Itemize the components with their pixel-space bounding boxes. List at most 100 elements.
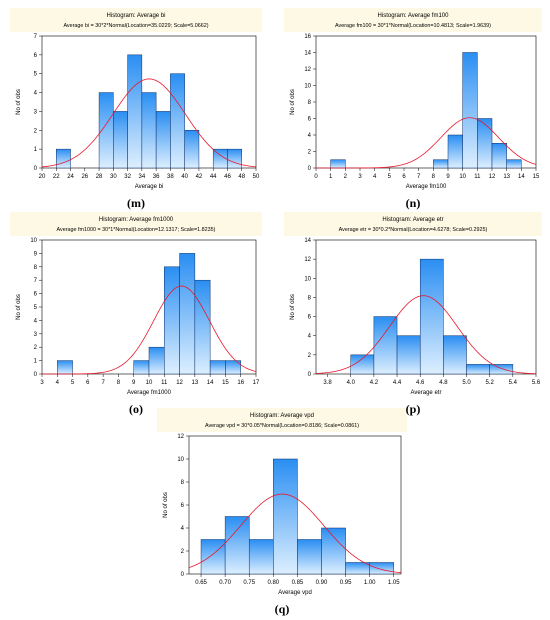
y-tick-label: 0 (181, 572, 185, 578)
chart-subtitle: Average bi = 30*2*Normal(Location=35.022… (63, 23, 208, 29)
histogram-bar (57, 360, 73, 375)
y-tick-label: 6 (34, 53, 38, 59)
histogram-bar (127, 54, 143, 169)
chart-subtitle: Average fm1000 = 30*1*Normal(Location=12… (57, 227, 216, 233)
normal-fit-curve (188, 493, 402, 574)
x-tick-label: 0.95 (340, 580, 352, 586)
normal-fit-curve (41, 78, 257, 168)
x-tick-label: 5.2 (486, 380, 495, 386)
histogram-bar (297, 539, 322, 575)
x-tick-label: 6 (86, 380, 90, 386)
histogram-bar (433, 159, 449, 169)
x-tick-label: 14 (207, 380, 214, 386)
histogram-bar (248, 539, 274, 575)
histogram-fm1000: Histogram: Average fm1000 Average fm1000 … (10, 212, 262, 402)
x-tick-label: 4.6 (416, 380, 425, 386)
x-axis-label: Average fm1000 (127, 390, 172, 396)
histogram-bar (227, 148, 242, 169)
y-axis-label: No of obs (16, 89, 22, 115)
y-tick-label: 10 (304, 276, 311, 282)
y-tick-label: 7 (34, 278, 38, 284)
x-tick-label: 34 (139, 174, 146, 180)
x-tick-label: 5.4 (509, 380, 518, 386)
histogram-bar (133, 360, 150, 375)
x-tick-label: 1.05 (388, 580, 400, 586)
histogram-fm100: Histogram: Average fm100 Average fm100 = … (284, 8, 542, 196)
x-tick-label: 17 (253, 380, 260, 386)
x-tick-label: 8 (117, 380, 121, 386)
histogram-bi: Histogram: Average bi Average bi = 30*2*N… (10, 8, 262, 196)
x-tick-label: 4 (56, 380, 60, 386)
histogram-bar (141, 92, 157, 169)
y-tick-label: 2 (34, 128, 38, 134)
histogram-bar (369, 562, 395, 575)
histogram-bar (225, 360, 241, 375)
y-tick-label: 3 (34, 109, 38, 115)
y-tick-label: 8 (34, 265, 38, 271)
panel-label-q: (q) (274, 602, 290, 616)
histogram-bar (184, 130, 200, 169)
x-tick-label: 26 (81, 174, 88, 180)
x-tick-label: 38 (167, 174, 174, 180)
histogram-bar (489, 364, 514, 375)
x-tick-label: 10 (459, 174, 466, 180)
x-tick-label: 13 (503, 174, 510, 180)
histogram-vpd: Histogram: Average vpd Average vpd = 30*0… (157, 408, 407, 602)
y-tick-label: 4 (308, 334, 312, 340)
y-tick-label: 5 (34, 305, 38, 311)
x-tick-label: 7 (417, 174, 421, 180)
histogram-bar (273, 458, 298, 575)
x-tick-label: 11 (474, 174, 481, 180)
panel-label-n: (n) (405, 196, 421, 210)
histogram-bar (113, 111, 128, 169)
histogram-bar (164, 266, 180, 375)
histogram-bar (447, 134, 463, 169)
x-tick-label: 0.85 (292, 580, 304, 586)
x-tick-label: 3.8 (323, 380, 332, 386)
x-axis-label: Average bi (135, 184, 164, 190)
y-tick-label: 0 (308, 166, 312, 172)
x-tick-label: 2 (344, 174, 348, 180)
y-tick-label: 10 (30, 238, 37, 244)
y-tick-label: 1 (34, 147, 38, 153)
histogram-bar (224, 516, 250, 575)
x-tick-label: 15 (222, 380, 229, 386)
x-tick-label: 4.0 (347, 380, 356, 386)
y-axis-label: No of obs (16, 294, 22, 320)
x-tick-label: 44 (210, 174, 217, 180)
x-tick-label: 5.6 (532, 380, 541, 386)
y-tick-label: 8 (181, 480, 185, 486)
y-tick-label: 12 (304, 67, 311, 73)
y-tick-label: 1 (34, 359, 38, 365)
header-band (284, 212, 542, 236)
normal-fit-curve (315, 295, 537, 375)
normal-fit-curve (316, 117, 537, 169)
normal-fit-curve (42, 285, 257, 375)
x-tick-label: 14 (518, 174, 525, 180)
x-axis-label: Average etr (411, 390, 442, 396)
histogram-bar (170, 73, 185, 169)
y-tick-label: 2 (181, 549, 185, 555)
x-tick-label: 5 (71, 380, 75, 386)
x-tick-label: 16 (237, 380, 244, 386)
histogram-bar (477, 118, 493, 169)
y-tick-label: 2 (34, 345, 38, 351)
histogram-bar (209, 360, 226, 375)
x-tick-label: 5.0 (462, 380, 471, 386)
chart-title: Histogram: Average fm100 (378, 13, 450, 19)
chart-subtitle: Average vpd = 30*0.05*Normal(Location=0.… (205, 423, 359, 429)
x-tick-label: 0.65 (195, 580, 207, 586)
y-tick-label: 4 (34, 91, 38, 97)
x-tick-label: 0.75 (243, 580, 255, 586)
histogram-bar (491, 143, 507, 169)
histogram-bar (179, 253, 196, 375)
x-tick-label: 10 (146, 380, 153, 386)
histogram-svg: Histogram: Average fm1000 Average fm1000 … (10, 212, 262, 396)
panel-label-o: (o) (129, 402, 143, 416)
chart-title: Histogram: Average fm1000 (99, 217, 174, 223)
x-tick-label: 13 (192, 380, 199, 386)
y-tick-label: 10 (177, 457, 184, 463)
y-tick-label: 9 (34, 251, 38, 257)
x-tick-label: 9 (446, 174, 450, 180)
histogram-svg: Histogram: Average bi Average bi = 30*2*N… (10, 8, 262, 190)
